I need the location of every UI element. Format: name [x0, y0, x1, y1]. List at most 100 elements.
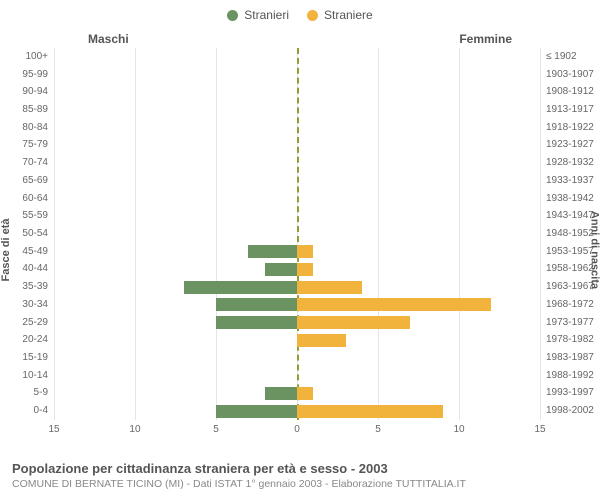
y-label-birth: 1968-1972 — [546, 300, 594, 310]
y-label-age: 45-49 — [22, 247, 48, 257]
y-label-birth: 1908-1912 — [546, 87, 594, 97]
y-label-birth: 1913-1917 — [546, 105, 594, 115]
y-label-birth: 1963-1967 — [546, 282, 594, 292]
age-row — [54, 314, 540, 332]
age-row — [54, 154, 540, 172]
bar-male — [216, 298, 297, 311]
legend-item-male: Stranieri — [227, 8, 289, 22]
age-row — [54, 225, 540, 243]
bar-male — [184, 281, 297, 294]
bar-male — [216, 316, 297, 329]
y-label-age: 30-34 — [22, 300, 48, 310]
y-label-age: 40-44 — [22, 264, 48, 274]
y-label-birth: 1993-1997 — [546, 388, 594, 398]
y-label-age: 95-99 — [22, 70, 48, 80]
x-tick-label: 5 — [213, 424, 219, 435]
y-label-birth: 1933-1937 — [546, 176, 594, 186]
y-label-birth: 1918-1922 — [546, 123, 594, 133]
y-label-age: 90-94 — [22, 87, 48, 97]
bar-female — [297, 263, 313, 276]
age-row — [54, 172, 540, 190]
title-left: Maschi — [88, 32, 129, 46]
bar-male — [265, 387, 297, 400]
legend-item-female: Straniere — [307, 8, 373, 22]
bar-female — [297, 405, 443, 418]
y-label-birth: 1958-1962 — [546, 264, 594, 274]
plot-area: 15105051015100+≤ 190295-991903-190790-94… — [54, 48, 540, 420]
y-label-birth: 1998-2002 — [546, 406, 594, 416]
y-label-birth: 1948-1952 — [546, 229, 594, 239]
y-label-birth: 1938-1942 — [546, 194, 594, 204]
y-label-age: 85-89 — [22, 105, 48, 115]
legend: Stranieri Straniere — [0, 0, 600, 26]
y-label-birth: 1983-1987 — [546, 353, 594, 363]
y-label-birth: 1973-1977 — [546, 318, 594, 328]
age-row — [54, 243, 540, 261]
age-row — [54, 119, 540, 137]
title-right: Femmine — [459, 32, 512, 46]
x-tick-label: 0 — [294, 424, 300, 435]
bar-female — [297, 281, 362, 294]
y-label-birth: 1923-1927 — [546, 140, 594, 150]
y-label-age: 35-39 — [22, 282, 48, 292]
age-row — [54, 101, 540, 119]
y-label-birth: 1903-1907 — [546, 70, 594, 80]
y-label-age: 15-19 — [22, 353, 48, 363]
y-label-age: 10-14 — [22, 371, 48, 381]
legend-swatch-female — [307, 10, 318, 21]
bar-male — [216, 405, 297, 418]
age-row — [54, 207, 540, 225]
bar-female — [297, 245, 313, 258]
age-row — [54, 349, 540, 367]
footer: Popolazione per cittadinanza straniera p… — [12, 461, 588, 490]
y-label-age: 65-69 — [22, 176, 48, 186]
y-label-age: 50-54 — [22, 229, 48, 239]
age-row — [54, 190, 540, 208]
bar-male — [265, 263, 297, 276]
y-label-age: 70-74 — [22, 158, 48, 168]
legend-swatch-male — [227, 10, 238, 21]
legend-label-female: Straniere — [324, 8, 373, 22]
x-tick-label: 15 — [534, 424, 545, 435]
y-axis-title-left: Fasce di età — [0, 219, 12, 282]
footer-title: Popolazione per cittadinanza straniera p… — [12, 461, 588, 476]
y-label-birth: 1978-1982 — [546, 335, 594, 345]
y-label-birth: 1988-1992 — [546, 371, 594, 381]
legend-label-male: Stranieri — [244, 8, 289, 22]
age-row — [54, 66, 540, 84]
bar-female — [297, 387, 313, 400]
gridline — [540, 48, 541, 420]
y-label-age: 55-59 — [22, 211, 48, 221]
age-row — [54, 48, 540, 66]
y-label-age: 0-4 — [34, 406, 48, 416]
y-label-birth: 1953-1957 — [546, 247, 594, 257]
side-titles: Maschi Femmine — [0, 32, 600, 46]
y-label-age: 100+ — [25, 52, 48, 62]
x-tick-label: 15 — [48, 424, 59, 435]
age-row — [54, 137, 540, 155]
age-row — [54, 296, 540, 314]
footer-subtitle: COMUNE DI BERNATE TICINO (MI) - Dati IST… — [12, 478, 588, 490]
age-row — [54, 367, 540, 385]
x-tick-label: 10 — [129, 424, 140, 435]
y-label-age: 75-79 — [22, 140, 48, 150]
x-tick-label: 10 — [453, 424, 464, 435]
age-row — [54, 83, 540, 101]
bar-female — [297, 334, 346, 347]
y-label-age: 20-24 — [22, 335, 48, 345]
y-label-birth: ≤ 1902 — [546, 52, 577, 62]
age-row — [54, 385, 540, 403]
y-label-age: 80-84 — [22, 123, 48, 133]
y-label-birth: 1943-1947 — [546, 211, 594, 221]
age-row — [54, 278, 540, 296]
age-row — [54, 402, 540, 420]
age-row — [54, 261, 540, 279]
age-row — [54, 331, 540, 349]
y-label-age: 60-64 — [22, 194, 48, 204]
y-label-age: 5-9 — [34, 388, 48, 398]
bar-male — [248, 245, 297, 258]
bar-female — [297, 316, 410, 329]
y-label-age: 25-29 — [22, 318, 48, 328]
x-tick-label: 5 — [375, 424, 381, 435]
y-label-birth: 1928-1932 — [546, 158, 594, 168]
